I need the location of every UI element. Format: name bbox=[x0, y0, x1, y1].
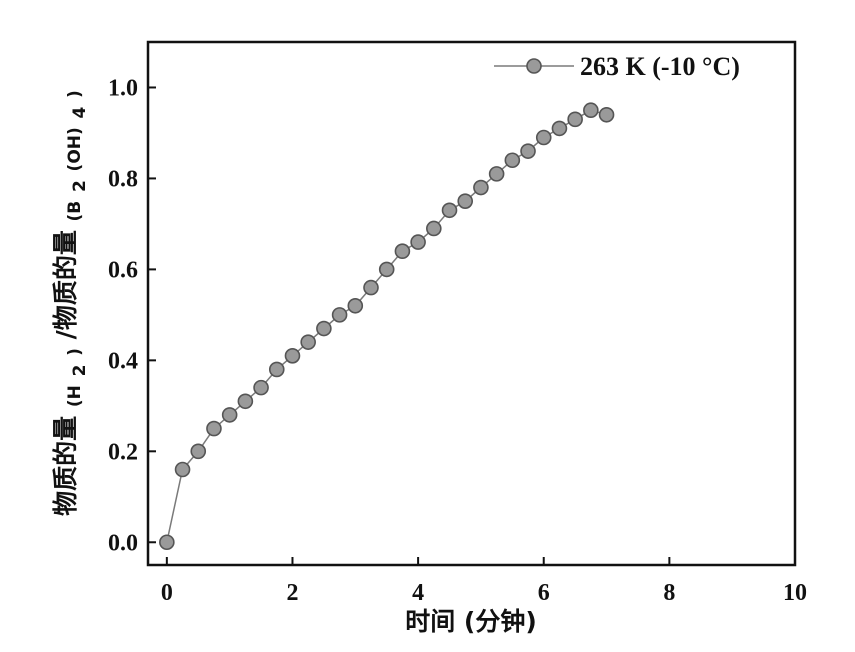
y-tick-label: 0.6 bbox=[108, 257, 138, 283]
series-line bbox=[166, 109, 607, 543]
series-layer bbox=[159, 102, 615, 551]
data-point bbox=[504, 152, 521, 169]
y-tick-label: 0.4 bbox=[108, 348, 138, 374]
x-tick-label: 4 bbox=[412, 580, 424, 606]
x-tick-label: 8 bbox=[663, 580, 675, 606]
data-point bbox=[221, 407, 238, 423]
data-point bbox=[190, 443, 207, 460]
data-point bbox=[551, 120, 568, 137]
data-point bbox=[237, 393, 254, 410]
data-point bbox=[159, 534, 175, 551]
y-tick-label: 0.8 bbox=[108, 166, 138, 192]
data-point bbox=[363, 279, 379, 296]
data-point bbox=[378, 261, 395, 278]
data-point bbox=[284, 347, 301, 364]
x-tick-label: 6 bbox=[538, 580, 550, 606]
data-point bbox=[331, 307, 348, 323]
data-point bbox=[347, 297, 364, 314]
legend-label: 263 K (-10 °C) bbox=[580, 52, 740, 81]
plot-area bbox=[146, 40, 797, 567]
y-axis-title-middle: /物质的量 bbox=[51, 230, 80, 339]
x-tick-label: 2 bbox=[286, 580, 298, 606]
y-axis-title-sub2: (B bbox=[65, 201, 85, 222]
y-tick-label: 0.0 bbox=[108, 530, 138, 556]
data-point bbox=[268, 361, 285, 378]
x-tick-label: 10 bbox=[783, 580, 807, 606]
data-point bbox=[410, 234, 426, 250]
data-point bbox=[520, 143, 536, 159]
y-axis-title-sub2-mid: (OH) bbox=[65, 127, 85, 171]
data-point bbox=[394, 243, 411, 259]
x-axis-title: 时间 (分钟) bbox=[405, 607, 537, 636]
plot-border bbox=[146, 40, 797, 567]
data-point bbox=[473, 179, 489, 196]
data-point bbox=[316, 320, 332, 337]
legend-marker bbox=[526, 58, 542, 74]
data-point bbox=[457, 193, 474, 209]
data-point bbox=[488, 166, 505, 182]
data-point bbox=[567, 111, 583, 128]
y-axis-title-sub2-close: ) bbox=[65, 90, 85, 98]
y-axis-title-sub1: (H bbox=[65, 385, 85, 407]
data-point bbox=[300, 334, 316, 350]
y-axis-title: 物质的量 (H 2 ) /物质的量 (B 2 (OH) 4 ) bbox=[51, 90, 91, 516]
data-point bbox=[583, 102, 599, 119]
x-tick-label: 0 bbox=[161, 580, 173, 606]
data-point bbox=[253, 379, 269, 396]
y-axis: 0.0 0.2 0.4 0.6 0.8 1.0 bbox=[108, 75, 156, 556]
y-axis-title-prefix: 物质的量 bbox=[51, 416, 80, 516]
y-axis-title-sub1-digit: 2 bbox=[70, 365, 90, 377]
y-tick-label: 1.0 bbox=[108, 75, 138, 101]
legend: 263 K (-10 °C) bbox=[494, 52, 740, 81]
data-point bbox=[426, 220, 442, 237]
data-point bbox=[206, 420, 222, 437]
data-point bbox=[598, 106, 615, 123]
data-point bbox=[441, 202, 458, 219]
x-axis: 0 2 4 6 8 10 bbox=[161, 557, 807, 606]
data-point bbox=[535, 129, 552, 146]
y-tick-label: 0.2 bbox=[108, 439, 138, 465]
data-point bbox=[174, 461, 191, 478]
y-axis-title-sub2-digit: 2 bbox=[70, 180, 90, 192]
y-axis-title-sub1-close: ) bbox=[65, 348, 85, 356]
y-axis-title-sub2-digit2: 4 bbox=[70, 107, 90, 119]
